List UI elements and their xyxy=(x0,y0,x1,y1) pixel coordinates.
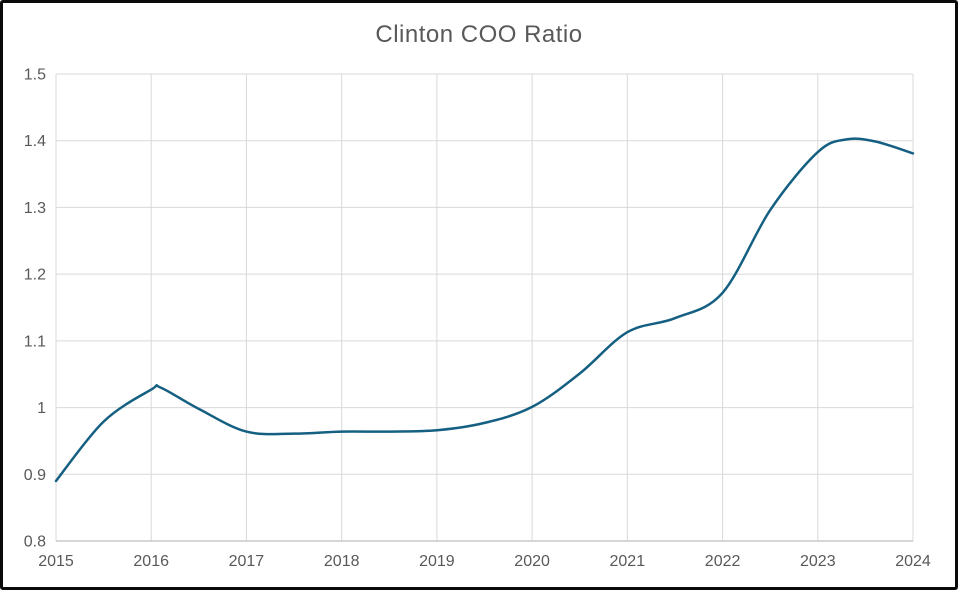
y-tick-label: 0.9 xyxy=(24,467,46,484)
y-tick-label: 1.4 xyxy=(24,133,46,150)
y-tick-label: 1.2 xyxy=(24,267,46,284)
y-tick-label: 1 xyxy=(37,400,46,417)
y-tick-label: 0.8 xyxy=(24,534,46,551)
chart-title: Clinton COO Ratio xyxy=(375,21,583,48)
x-tick-label: 2021 xyxy=(610,553,646,570)
x-tick-label: 2022 xyxy=(705,553,741,570)
x-tick-label: 2018 xyxy=(324,553,360,570)
x-tick-label: 2017 xyxy=(229,553,265,570)
x-tick-label: 2023 xyxy=(800,553,836,570)
x-axis-labels: 2015 2016 2017 2018 2019 2020 2021 2022 2023 2024 xyxy=(38,553,931,570)
series-line xyxy=(54,137,915,483)
x-tick-label: 2024 xyxy=(895,553,931,570)
y-tick-label: 1.5 xyxy=(24,67,46,84)
x-tick-label: 2019 xyxy=(419,553,455,570)
x-tick-label: 2015 xyxy=(38,553,74,570)
gridlines xyxy=(55,73,914,542)
y-axis-labels: 1.5 1.4 1.3 1.2 1.1 1 0.9 0.8 xyxy=(24,67,46,551)
series-path xyxy=(54,137,915,483)
x-tick-label: 2020 xyxy=(514,553,550,570)
y-tick-label: 1.3 xyxy=(24,200,46,217)
x-tick-label: 2016 xyxy=(133,553,169,570)
y-tick-label: 1.1 xyxy=(24,333,46,350)
